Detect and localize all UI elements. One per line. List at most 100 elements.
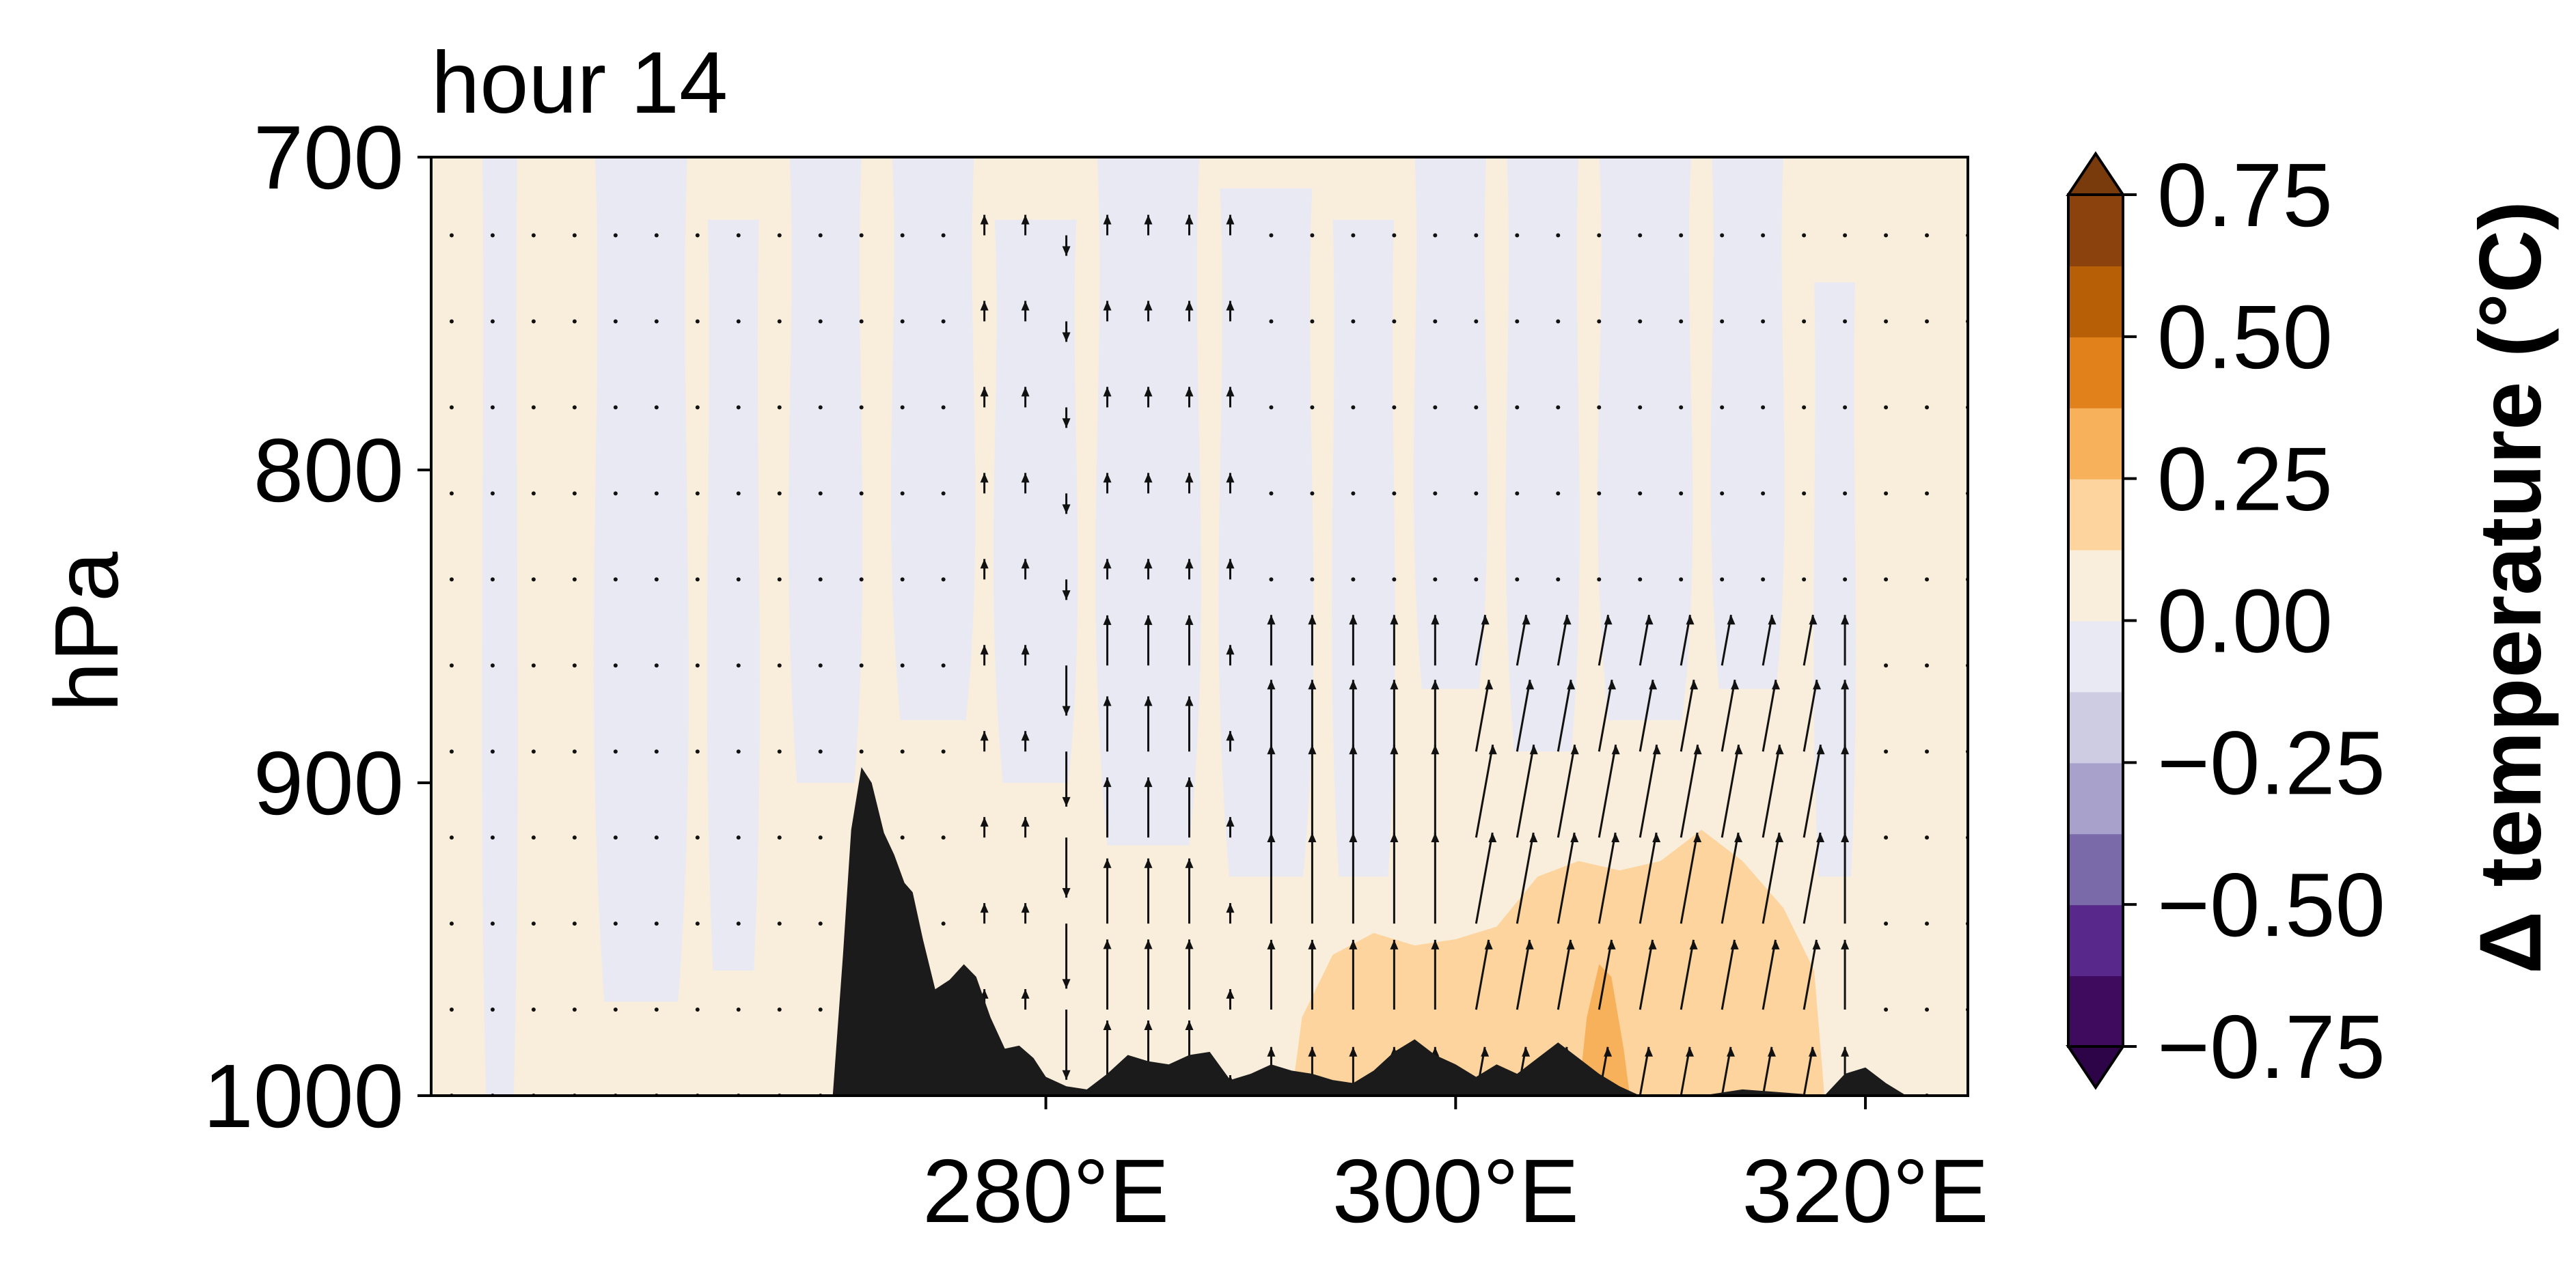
wind-vector: [859, 319, 864, 324]
wind-vector: [818, 835, 823, 840]
wind-vector: [531, 835, 536, 840]
wind-vector-head: [1522, 1046, 1531, 1057]
wind-vector-head: [1144, 214, 1153, 225]
wind-vector-head: [1563, 615, 1572, 625]
wind-vector: [449, 577, 454, 582]
wind-vector: [490, 233, 495, 238]
wind-vector-head: [1308, 745, 1317, 755]
wind-vector: [1884, 835, 1889, 840]
wind-vector-head: [1144, 615, 1153, 625]
wind-vector-head: [1611, 745, 1620, 755]
wind-vector-head: [1431, 939, 1440, 949]
wind-vector: [613, 233, 618, 238]
wind-vector-head: [1144, 696, 1153, 706]
wind-vector-head: [1308, 1046, 1317, 1057]
wind-vector: [1884, 921, 1889, 926]
wind-vector: [613, 1008, 618, 1012]
wind-vector-head: [1841, 939, 1850, 949]
wind-vector-head: [1103, 473, 1112, 483]
wind-vector-head: [1267, 745, 1276, 755]
wind-vector: [613, 405, 618, 410]
wind-vector: [859, 749, 864, 754]
wind-vector-head: [1062, 979, 1071, 989]
wind-vector-head: [1021, 387, 1030, 397]
wind-vector-head: [1841, 745, 1850, 755]
wind-vector: [818, 749, 823, 754]
negative-anomaly-band: [1710, 157, 1785, 689]
wind-vector: [654, 491, 659, 496]
wind-vector: [1884, 405, 1889, 410]
wind-vector: [900, 577, 905, 582]
wind-vector: [1803, 679, 1818, 752]
wind-vector: [1515, 233, 1520, 238]
wind-vector: [1680, 832, 1699, 924]
wind-vector: [1762, 679, 1777, 752]
wind-vector-head: [1021, 817, 1030, 827]
wind-vector: [1433, 233, 1438, 238]
wind-vector: [1515, 491, 1520, 496]
wind-vector-head: [1608, 680, 1617, 690]
wind-vector: [1720, 405, 1725, 410]
wind-vector-head: [1772, 680, 1781, 690]
wind-vector: [1843, 319, 1848, 324]
wind-vector: [1269, 319, 1274, 324]
wind-vector-head: [1690, 680, 1699, 690]
x-tick-label: 320°E: [1742, 1141, 1989, 1241]
wind-vector: [1597, 577, 1602, 582]
y-tick-label: 800: [254, 420, 404, 521]
wind-vector: [1721, 939, 1736, 1010]
wind-vector-head: [1185, 301, 1194, 311]
wind-vector-head: [1021, 645, 1030, 655]
wind-vector: [654, 577, 659, 582]
wind-vector-head: [1062, 706, 1071, 716]
wind-vector-head: [1727, 615, 1736, 625]
wind-vector-head: [1526, 680, 1535, 690]
wind-vector: [736, 835, 741, 840]
wind-vector: [941, 577, 946, 582]
terrain-silhouette: [832, 767, 1907, 1096]
wind-vector: [736, 405, 741, 410]
wind-vector: [736, 577, 741, 582]
wind-vector: [1720, 491, 1725, 496]
wind-vector: [1556, 319, 1561, 324]
wind-vector: [695, 921, 700, 926]
wind-vector: [859, 663, 864, 668]
wind-vector-head: [980, 387, 989, 397]
wind-vector-head: [1652, 832, 1661, 842]
wind-vector-head: [1689, 939, 1698, 949]
x-axis: 280°E 300°E 320°E: [922, 1096, 1989, 1241]
wind-vector-head: [1144, 1021, 1153, 1030]
wind-vector-head: [1652, 745, 1661, 755]
wind-vector: [1269, 491, 1274, 496]
wind-vector: [654, 1008, 659, 1012]
wind-vector-head: [1062, 418, 1071, 428]
wind-vector: [1474, 577, 1479, 582]
wind-vector: [736, 319, 741, 324]
wind-vector: [572, 663, 577, 668]
wind-vector: [1762, 939, 1777, 1010]
wind-vector: [1843, 577, 1848, 582]
wind-vector: [941, 921, 946, 926]
wind-vector: [1639, 679, 1654, 752]
wind-vector-head: [1349, 745, 1358, 755]
wind-vector: [859, 233, 864, 238]
wind-vector: [572, 233, 577, 238]
wind-vector: [1556, 577, 1561, 582]
wind-vector: [1925, 405, 1930, 410]
wind-vector-head: [1808, 1046, 1817, 1057]
wind-vector: [1639, 832, 1658, 924]
wind-vector-head: [1185, 939, 1194, 949]
wind-vector-head: [1185, 559, 1194, 569]
wind-vector-head: [1144, 777, 1153, 788]
wind-vector: [1556, 405, 1561, 410]
negative-anomaly-bands: [482, 157, 1856, 1096]
wind-vector-head: [1349, 1046, 1358, 1057]
y-tick-label: 700: [254, 107, 404, 208]
wind-vector: [695, 233, 700, 238]
wind-vector-head: [1390, 680, 1399, 690]
wind-vector-head: [1809, 615, 1818, 625]
y-axis-label: hPa: [36, 551, 137, 712]
wind-vector: [1556, 233, 1561, 238]
wind-vector-head: [1226, 903, 1235, 913]
wind-vector-head: [1062, 504, 1071, 514]
